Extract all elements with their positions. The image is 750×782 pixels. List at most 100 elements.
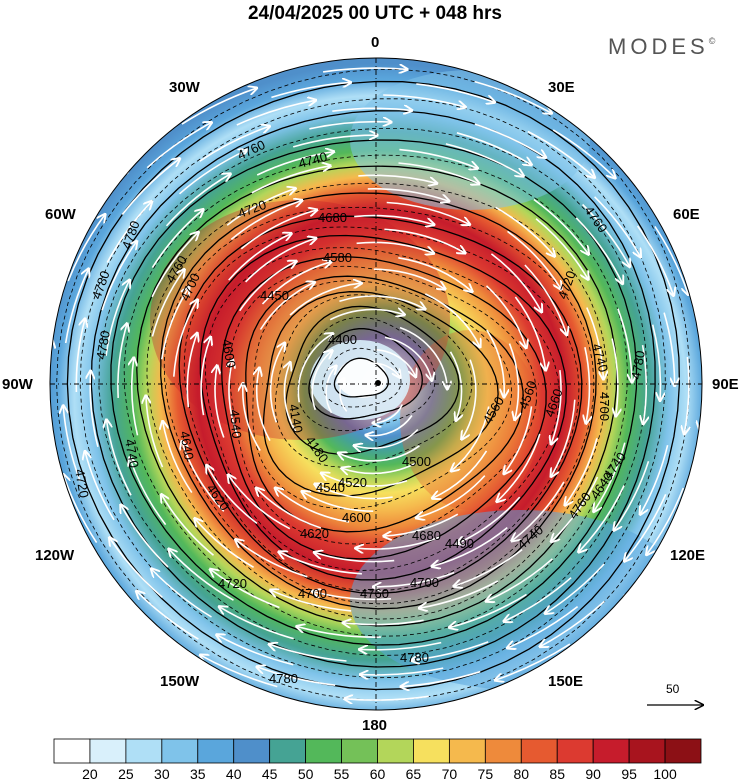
colorbar-swatch	[341, 738, 378, 764]
wind-streamline	[354, 428, 419, 449]
wind-streamline	[490, 253, 541, 312]
wind-streamline	[251, 166, 330, 194]
wind-streamline	[354, 214, 434, 225]
wind-streamline	[217, 635, 294, 666]
colorbar-swatch	[53, 738, 91, 764]
wind-streamline	[474, 80, 552, 114]
wind-streamline	[151, 210, 203, 269]
wind-streamline	[361, 667, 444, 675]
wind-streamline	[457, 496, 521, 543]
colorbar-swatch	[592, 738, 630, 764]
dashed-contour-line	[252, 280, 513, 510]
contour-label: 4540	[316, 480, 345, 495]
wind-streamline	[226, 189, 295, 226]
wind-streamline	[236, 100, 316, 126]
colorbar-tick-label: 85	[549, 766, 566, 782]
colorbar-tick-label: 25	[118, 766, 134, 782]
contour-label: 4700	[410, 575, 439, 590]
colorbar-swatch	[305, 738, 342, 764]
colorbar-swatch	[161, 738, 199, 764]
reference-vector-label: 50	[666, 682, 680, 696]
wind-streamline	[315, 553, 395, 563]
colorbar-tick-label: 70	[441, 766, 458, 782]
wind-streamline	[416, 83, 494, 102]
wind-streamline	[374, 348, 415, 377]
wind-streamline	[504, 577, 572, 622]
colorbar-tick-label: 75	[477, 766, 494, 782]
wind-streamline	[313, 592, 392, 601]
wind-streamline	[449, 351, 462, 421]
wind-streamline	[640, 445, 669, 514]
wind-streamline	[132, 358, 138, 436]
wind-streamline	[495, 643, 571, 680]
contour-label: 4400	[328, 332, 357, 347]
wind-streamline	[339, 445, 420, 462]
contour-label: 4600	[219, 338, 239, 369]
wind-streamline	[647, 487, 685, 555]
lon-label-60w: 60W	[45, 206, 76, 223]
wind-streamline	[315, 484, 393, 500]
wind-streamline	[162, 495, 215, 556]
wind-streamline	[117, 324, 127, 398]
contour-label: 4740	[589, 342, 611, 374]
colorbar-swatch	[448, 738, 486, 764]
wind-streamline	[239, 261, 296, 312]
wind-streamline	[512, 481, 565, 541]
dashed-contour-line	[322, 347, 402, 408]
contour-line	[160, 192, 597, 610]
wind-streamline	[236, 540, 308, 578]
wind-streamline	[345, 696, 429, 700]
colorbar-tick-label: 90	[585, 766, 601, 782]
wind-streamline	[181, 88, 257, 125]
wind-streamline	[182, 442, 225, 512]
colorbar-tick-label: 20	[82, 766, 98, 782]
wind-streamline	[514, 296, 545, 370]
wind-streamline	[200, 337, 210, 416]
lon-label-0: 0	[371, 34, 380, 51]
dashed-contour-line	[229, 265, 537, 545]
wind-streamline	[445, 143, 523, 176]
contour-label: 4780	[628, 349, 648, 380]
wind-streamline	[322, 473, 408, 487]
wind-streamline	[398, 162, 480, 184]
lon-label-150w: 150W	[160, 673, 200, 690]
wind-streamline	[612, 338, 618, 416]
wind-streamline	[367, 188, 449, 201]
wind-streamline	[63, 475, 98, 544]
wind-streamline	[504, 406, 533, 473]
contour-label: 4760	[360, 586, 389, 601]
wind-streamline	[700, 405, 702, 482]
wind-streamline	[485, 285, 527, 348]
colorbar-swatch	[197, 738, 235, 764]
wind-streamline	[386, 201, 470, 225]
wind-streamline	[551, 370, 562, 444]
contour-label: 4780	[400, 650, 429, 665]
wind-streamline	[173, 300, 198, 377]
wind-streamline	[450, 593, 527, 627]
wind-streamline	[416, 475, 486, 518]
wind-streamline	[545, 563, 605, 613]
wind-streamline	[229, 360, 239, 437]
wind-streamline	[343, 620, 424, 624]
wind-streamline	[551, 476, 599, 542]
wind-streamline	[271, 590, 352, 612]
contour-label: 4490	[445, 536, 474, 551]
wind-streamline	[552, 129, 615, 178]
wind-streamline	[374, 571, 455, 587]
wind-streamline	[401, 670, 481, 687]
wind-streamline	[497, 433, 541, 501]
colorbar-swatch	[377, 738, 414, 764]
wind-streamline	[366, 415, 413, 436]
wind-streamline	[228, 475, 291, 530]
wind-streamline	[594, 442, 626, 512]
wind-streamline	[322, 68, 407, 72]
lon-label-30w: 30W	[169, 79, 200, 96]
wind-streamline	[199, 126, 270, 162]
wind-streamline	[257, 368, 271, 441]
wind-streamline	[508, 605, 579, 648]
contour-label: 4720	[218, 576, 247, 591]
wind-streamline	[215, 366, 225, 438]
wind-streamline	[474, 123, 546, 157]
contour-line	[221, 256, 547, 560]
